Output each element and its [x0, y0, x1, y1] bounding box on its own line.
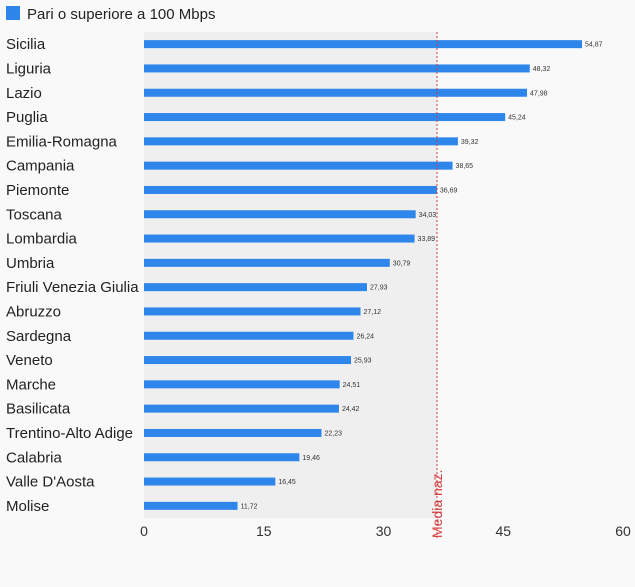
value-label: 48,32 [533, 66, 551, 73]
value-label: 33,89 [418, 236, 436, 243]
category-label: Veneto [6, 352, 53, 369]
category-label: Sicilia [6, 36, 46, 53]
value-label: 27,12 [364, 309, 382, 316]
value-label: 36,69 [440, 187, 458, 194]
category-label: Lazio [6, 85, 42, 102]
bar [144, 64, 530, 73]
bar [144, 501, 238, 510]
category-label: Valle D'Aosta [6, 474, 95, 491]
bar [144, 404, 339, 413]
bar [144, 210, 416, 219]
category-label: Liguria [6, 60, 52, 77]
value-label: 54,87 [585, 42, 603, 49]
category-label: Abruzzo [6, 303, 61, 320]
bar [144, 234, 415, 243]
value-label: 11,72 [241, 503, 258, 510]
x-axis-tick-labels: 0 15 30 45 60 [140, 523, 631, 539]
category-label: Puglia [6, 109, 48, 126]
bar [144, 453, 300, 462]
category-label: Umbria [6, 255, 55, 272]
category-label: Piemonte [6, 182, 69, 199]
value-label: 47,98 [530, 90, 548, 97]
value-label: 34,03 [419, 212, 437, 219]
bar [144, 137, 458, 146]
bar [144, 113, 506, 122]
bar [144, 258, 390, 267]
value-label: 19,46 [302, 455, 320, 462]
category-label: Emilia-Romagna [6, 133, 118, 150]
x-tick-label: 0 [140, 523, 148, 539]
national-average-label: Media naz. [429, 470, 445, 538]
bar [144, 477, 276, 486]
category-label: Lombardia [6, 231, 78, 248]
value-labels: 54,87 48,32 47,98 45,24 39,32 38,65 36,69 34,03… [241, 42, 603, 511]
category-label: Calabria [6, 449, 63, 466]
category-labels: Sicilia Liguria Lazio Puglia Emilia-Romagna C… [6, 36, 139, 515]
category-label: Trentino-Alto Adige [6, 425, 133, 442]
x-tick-label: 45 [495, 523, 511, 539]
value-label: 39,32 [461, 139, 479, 146]
value-label: 26,24 [356, 333, 374, 340]
category-label: Sardegna [6, 328, 72, 345]
bar [144, 283, 367, 292]
bar [144, 331, 354, 340]
bar [144, 88, 528, 97]
bar [144, 356, 352, 365]
legend-swatch [6, 6, 20, 20]
bars [144, 40, 583, 510]
legend: Pari o superiore a 100 Mbps [6, 6, 215, 23]
category-label: Friuli Venezia Giulia [6, 279, 139, 296]
value-label: 25,93 [354, 358, 372, 365]
bar [144, 185, 437, 194]
bar [144, 307, 361, 316]
value-label: 30,79 [393, 260, 411, 267]
value-label: 38,65 [456, 163, 474, 170]
bar [144, 40, 583, 49]
value-label: 22,23 [324, 430, 342, 437]
x-tick-label: 15 [256, 523, 272, 539]
bar [144, 428, 322, 437]
value-label: 45,24 [508, 115, 526, 122]
bar [144, 161, 453, 170]
legend-label: Pari o superiore a 100 Mbps [27, 6, 215, 23]
value-label: 16,45 [278, 479, 296, 486]
category-label: Molise [6, 498, 49, 515]
value-label: 27,93 [370, 285, 388, 292]
category-label: Toscana [6, 206, 63, 223]
x-tick-label: 60 [615, 523, 631, 539]
value-label: 24,42 [342, 406, 360, 413]
category-label: Campania [6, 158, 75, 175]
category-label: Basilicata [6, 401, 71, 418]
below-average-shaded-region [144, 32, 437, 518]
bar [144, 380, 340, 389]
x-tick-label: 30 [376, 523, 392, 539]
value-label: 24,51 [343, 382, 361, 389]
category-label: Marche [6, 376, 56, 393]
